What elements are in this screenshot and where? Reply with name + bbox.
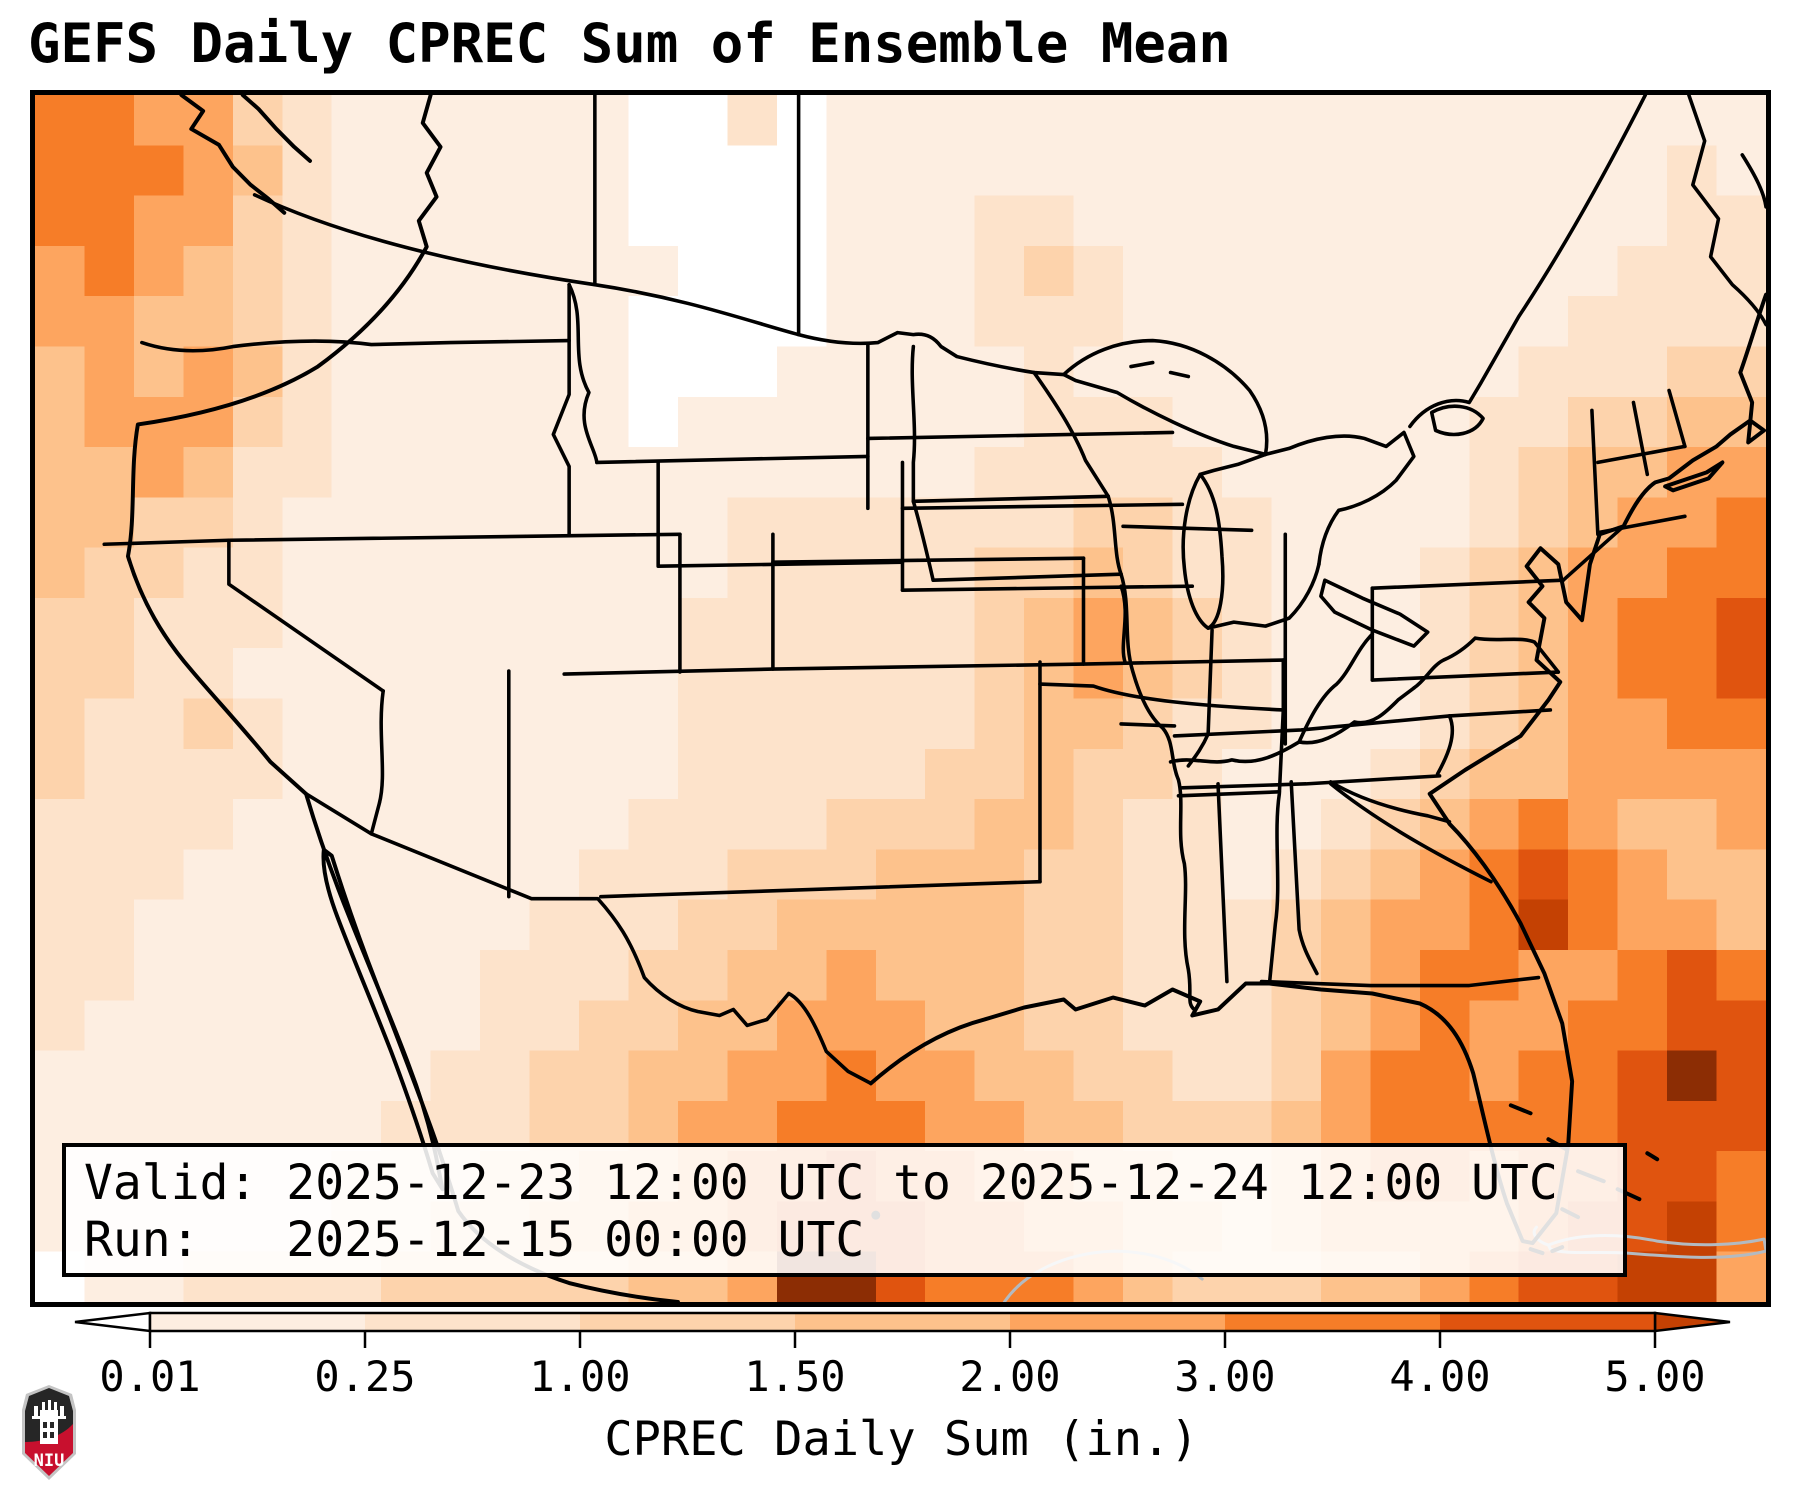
- colorbar: [74, 1311, 1731, 1348]
- colorbar-over-arrow: [1653, 1311, 1731, 1333]
- colorbar-segment: [365, 1313, 580, 1331]
- colorbar-tick-label: 0.01: [99, 1352, 201, 1401]
- colorbar-segment: [1010, 1313, 1225, 1331]
- colorbar-tick-label: 5.00: [1604, 1352, 1706, 1401]
- colorbar-label: CPREC Daily Sum (in.): [604, 1412, 1199, 1467]
- colorbar-segment: [795, 1313, 1010, 1331]
- lake-superior: [1061, 338, 1269, 457]
- vancouver-island: [179, 95, 312, 215]
- lake-erie: [1319, 578, 1430, 648]
- run-text: Run: 2025-12-15 00:00 UTC: [84, 1212, 865, 1268]
- colorbar-segment: [1440, 1313, 1655, 1331]
- lake-huron: [1263, 430, 1416, 567]
- lake-ontario: [1429, 404, 1485, 437]
- info-box: Valid: 2025-12-23 12:00 UTC to 2025-12-2…: [62, 1143, 1627, 1277]
- colorbar-segment: [1225, 1313, 1440, 1331]
- niu-logo: NIU: [22, 1385, 76, 1480]
- colorbar-segment: [580, 1313, 795, 1331]
- isle-royale: [1129, 360, 1191, 379]
- map-frame: [30, 90, 1771, 1307]
- colorbar-tick-label: 2.00: [959, 1352, 1061, 1401]
- logo-text: NIU: [34, 1451, 65, 1471]
- precipitation-grid: [35, 95, 1766, 1302]
- state-boundaries: [102, 95, 1766, 1086]
- precipitation-map: [35, 95, 1766, 1302]
- mississippi-river: [1119, 572, 1197, 1012]
- colorbar-segment: [150, 1313, 365, 1331]
- long-island: [1663, 460, 1725, 493]
- colorbar-tick-label: 1.00: [529, 1352, 631, 1401]
- colorbar-tick-label: 1.50: [744, 1352, 846, 1401]
- valid-text: Valid: 2025-12-23 12:00 UTC to 2025-12-2…: [84, 1155, 1558, 1211]
- mexico-border: [304, 792, 873, 1086]
- pacific-coast: [126, 95, 680, 1302]
- castle-windows: [43, 1422, 54, 1438]
- colorbar-outline: [148, 1311, 1657, 1333]
- colorbar-tick-label: 0.25: [314, 1352, 416, 1401]
- colorbar-tick-label: 3.00: [1174, 1352, 1276, 1401]
- colorbar-tick-label: 4.00: [1389, 1352, 1491, 1401]
- page-title: GEFS Daily CPREC Sum of Ensemble Mean: [28, 12, 1231, 75]
- colorbar-under-arrow: [74, 1311, 152, 1333]
- michigan-mitten: [1206, 562, 1321, 630]
- st-lawrence: [1408, 95, 1648, 429]
- province-borders: [593, 95, 801, 337]
- upper-peninsula: [1198, 452, 1268, 477]
- shield-red: [25, 1424, 73, 1476]
- maine-canada: [1687, 95, 1766, 327]
